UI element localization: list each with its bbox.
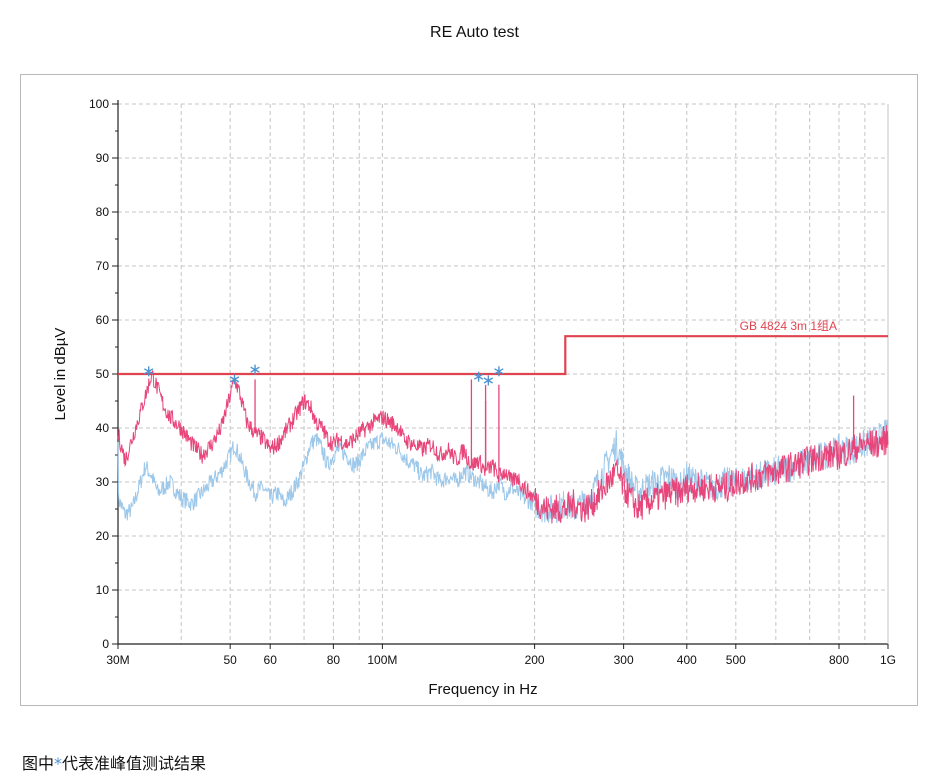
x-tick-label-4: 100M bbox=[367, 653, 397, 667]
series-line-1 bbox=[117, 369, 889, 524]
y-tick-label-6: 60 bbox=[96, 313, 110, 327]
peak-marker-3 bbox=[473, 371, 484, 382]
caption-prefix: 图中 bbox=[22, 754, 55, 773]
x-tick-label-9: 800 bbox=[829, 653, 849, 667]
x-tick-label-0: 30M bbox=[106, 653, 129, 667]
y-tick-label-0: 0 bbox=[102, 637, 109, 651]
peak-marker-1 bbox=[229, 374, 240, 385]
y-axis-label: Level in dBµV bbox=[52, 328, 69, 421]
limit-line-label: GB 4824 3m 1组A bbox=[740, 319, 837, 333]
x-tick-label-6: 300 bbox=[614, 653, 634, 667]
caption: 图中*代表准峰值测试结果 bbox=[22, 750, 206, 774]
y-tick-label-2: 20 bbox=[96, 529, 110, 543]
y-tick-label-9: 90 bbox=[96, 151, 110, 165]
caption-suffix: 代表准峰值测试结果 bbox=[62, 754, 207, 773]
x-tick-label-5: 200 bbox=[525, 653, 545, 667]
limit-line bbox=[118, 335, 888, 376]
chart-canvas: 30M 50 60 80 100M 200 300 400 500 800 1G 0 10 20 30 40 5… bbox=[52, 97, 896, 698]
peak-marker-4 bbox=[483, 375, 494, 386]
peak-marker-2 bbox=[250, 364, 260, 375]
chart-title: RE Auto test bbox=[430, 24, 519, 41]
plot-frame: 30M 50 60 80 100M 200 300 400 500 800 1G 0 10 20 30 40 5… bbox=[20, 74, 918, 706]
y-tick-label-8: 80 bbox=[96, 205, 110, 219]
y-tick-label-4: 40 bbox=[96, 421, 110, 435]
y-tick-label-3: 30 bbox=[96, 475, 110, 489]
x-tick-label-7: 400 bbox=[677, 653, 697, 667]
x-tick-label-1: 50 bbox=[223, 653, 237, 667]
x-tick-label-10: 1G bbox=[880, 653, 896, 667]
y-tick-label-7: 70 bbox=[96, 259, 110, 273]
asterisk-icon: * bbox=[54, 754, 63, 773]
y-tick-label-5: 50 bbox=[96, 367, 110, 381]
peak-marker-0 bbox=[143, 366, 154, 377]
x-tick-label-2: 60 bbox=[264, 653, 278, 667]
peak-marker-5 bbox=[494, 366, 504, 377]
x-tick-label-8: 500 bbox=[726, 653, 746, 667]
x-tick-label-3: 80 bbox=[327, 653, 341, 667]
x-axis-label: Frequency in Hz bbox=[428, 681, 537, 698]
y-tick-label-10: 100 bbox=[89, 97, 109, 111]
y-tick-label-1: 10 bbox=[96, 583, 110, 597]
